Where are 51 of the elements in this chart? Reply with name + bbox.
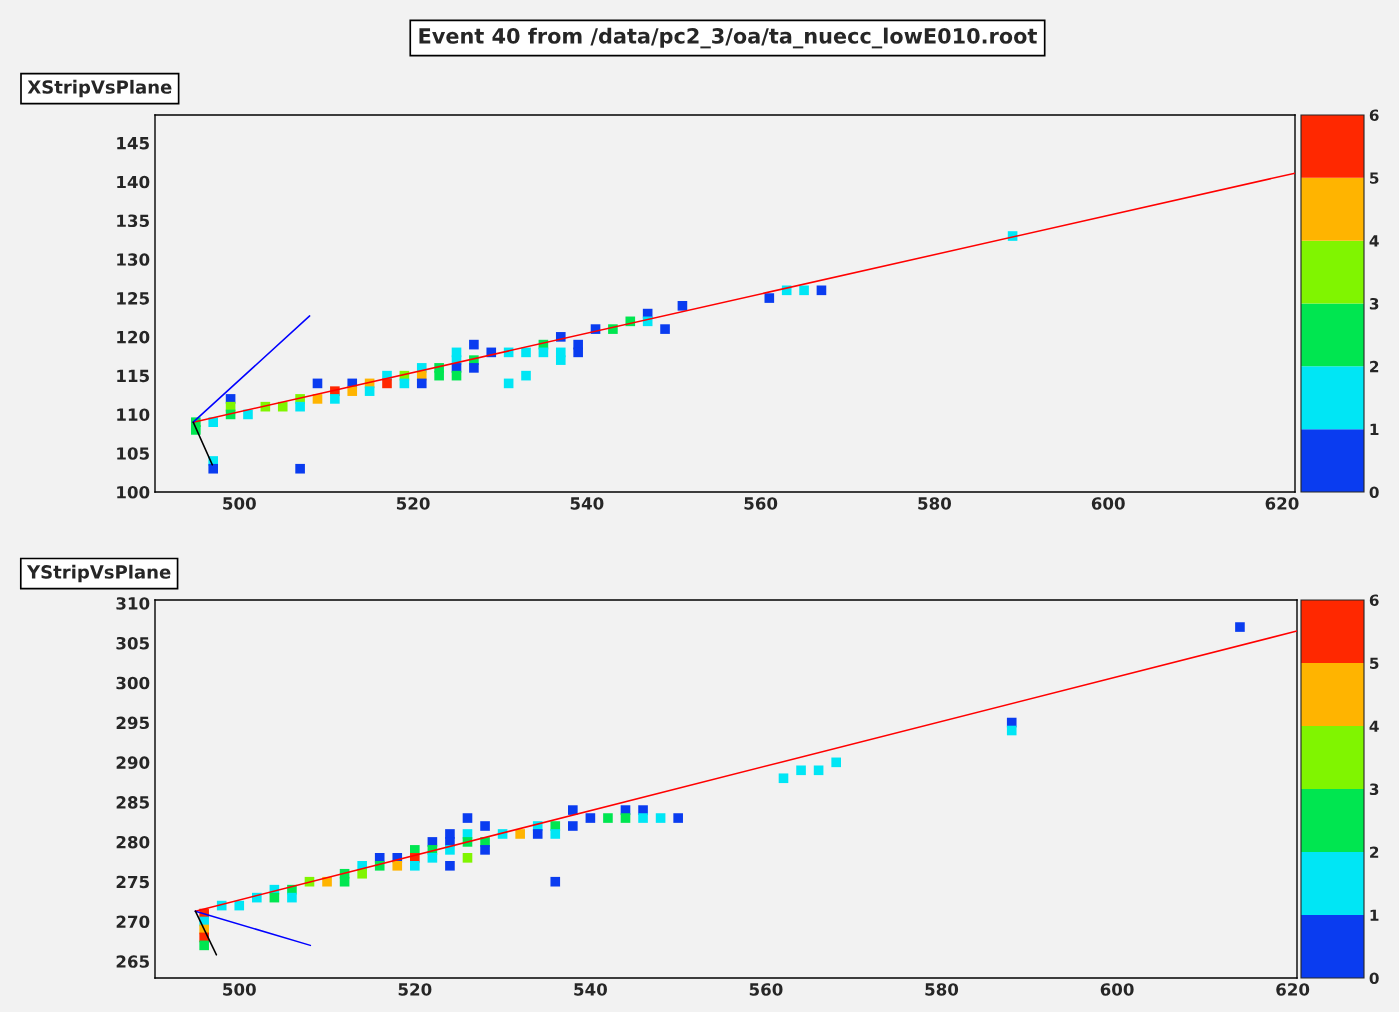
x-tick-label: 540: [574, 983, 607, 996]
x-tick-label: 520: [398, 983, 432, 996]
color-bar-label: 6: [1369, 109, 1379, 122]
color-bar-label: 4: [1369, 235, 1379, 247]
y-tick-label: 265: [116, 955, 149, 968]
color-bar-label: 6: [1369, 594, 1379, 607]
x-tick-label: 600: [1091, 497, 1125, 510]
color-bar-label: 0: [1369, 486, 1379, 499]
y-tick-label: 285: [116, 796, 149, 809]
color-bar-label: 1: [1370, 909, 1379, 921]
y-tick-label: 305: [116, 636, 149, 650]
y-tick-label: 280: [116, 835, 150, 849]
color-bar-label: 0: [1369, 972, 1379, 985]
color-bar-label: 2: [1370, 360, 1379, 373]
y-tick-label: 145: [117, 137, 149, 150]
color-bar-label: 4: [1369, 720, 1379, 732]
y-tick-label: 135: [117, 214, 149, 228]
color-bar-label: 5: [1370, 657, 1379, 670]
color-bar-label: 2: [1370, 846, 1379, 858]
color-bar-label: 5: [1370, 172, 1379, 184]
color-bar-label: 1: [1370, 423, 1379, 435]
y-tick-label: 310: [116, 597, 150, 610]
chart-title: XStripVsPlane: [27, 79, 172, 98]
y-tick-label: 120: [117, 330, 150, 344]
x-tick-label: 520: [396, 497, 430, 510]
y-tick-label: 295: [116, 716, 149, 730]
color-bar-label: 3: [1369, 783, 1379, 796]
y-tick-label: 290: [116, 756, 150, 769]
y-tick-label: 100: [117, 485, 150, 499]
x-tick-label: 580: [918, 497, 951, 510]
color-bar-label: 3: [1369, 297, 1379, 310]
x-tick-label: 620: [1265, 497, 1299, 510]
x-tick-label: 600: [1100, 983, 1134, 996]
y-tick-label: 110: [117, 408, 150, 421]
y-tick-label: 275: [116, 875, 149, 889]
x-tick-label: 540: [570, 497, 604, 510]
x-tick-label: 500: [223, 497, 256, 510]
x-tick-label: 580: [925, 983, 959, 996]
text: Event 40 from /data/pc2_3/oa/ta_nuecc_lowE010.root: [419, 27, 1037, 49]
y-tick-label: 105: [117, 447, 149, 460]
x-tick-label: 560: [744, 497, 778, 510]
y-tick-label: 300: [116, 676, 150, 690]
x-tick-label: 500: [223, 983, 256, 996]
x-tick-label: 620: [1276, 983, 1310, 996]
y-tick-label: 140: [117, 175, 150, 189]
x-tick-label: 560: [749, 983, 783, 996]
y-tick-label: 270: [116, 915, 150, 929]
y-tick-label: 130: [117, 253, 150, 266]
y-tick-label: 115: [117, 369, 149, 383]
y-tick-label: 125: [117, 292, 149, 305]
chart-title: YStripVsPlane: [26, 564, 171, 583]
